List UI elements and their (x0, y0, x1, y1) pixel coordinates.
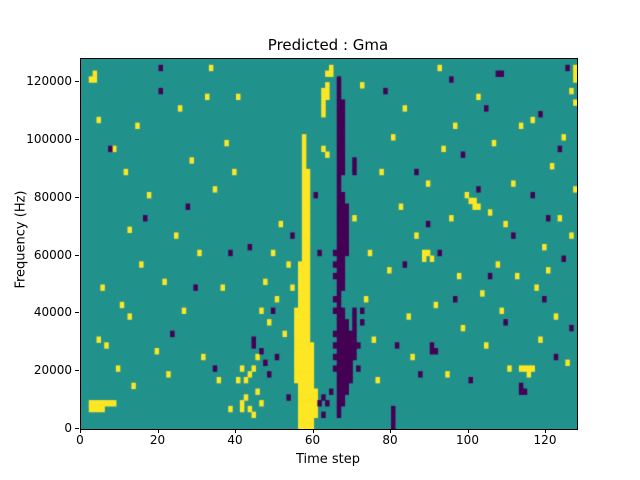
tick-mark (235, 429, 236, 433)
tick-mark (157, 429, 159, 433)
tick-mark (75, 312, 79, 314)
y-tick-label: 40000 (33, 305, 72, 320)
y-tick-label: 100000 (26, 131, 72, 146)
y-axis-label: Frequency (Hz) (13, 190, 29, 289)
tick-mark (390, 429, 391, 433)
tick-mark (312, 429, 314, 433)
x-tick-label: 80 (382, 433, 398, 447)
tick-mark (75, 138, 79, 140)
tick-mark (75, 370, 79, 372)
chart-title: Predicted : Gma (267, 36, 389, 54)
tick-mark (75, 254, 79, 256)
y-tick-label: 120000 (26, 74, 72, 89)
heatmap-canvas (81, 59, 577, 429)
x-tick-label: 100 (456, 433, 479, 447)
tick-mark (75, 196, 79, 198)
tick-mark (75, 428, 79, 429)
tick-mark (80, 429, 81, 433)
x-axis-label: Time step (295, 452, 361, 467)
tick-mark (467, 429, 469, 433)
x-tick-label: 60 (304, 433, 321, 447)
y-tick-label: 80000 (33, 189, 72, 204)
x-tick-label: 40 (227, 433, 243, 447)
tick-mark (545, 429, 546, 433)
y-tick-label: 0 (64, 421, 72, 435)
tick-mark (75, 81, 79, 83)
y-tick-label: 60000 (33, 247, 72, 262)
x-tick-label: 20 (149, 433, 166, 447)
x-tick-label: 120 (533, 433, 557, 447)
plot-area (80, 58, 578, 430)
x-tick-label: 0 (76, 433, 84, 447)
y-tick-label: 20000 (33, 363, 72, 378)
